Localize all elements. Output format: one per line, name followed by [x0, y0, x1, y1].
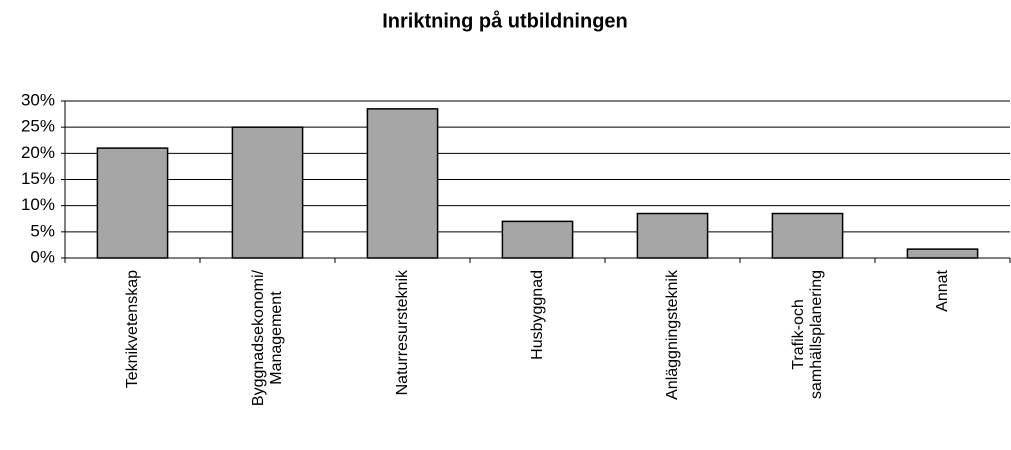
- x-tick-label: Trafik-och samhällsplanering: [789, 270, 825, 399]
- bar: [906, 248, 979, 259]
- bar: [771, 212, 844, 259]
- y-tick-label: 15%: [21, 169, 55, 188]
- y-tick-label: 0%: [30, 247, 55, 266]
- y-tick-label: 20%: [21, 143, 55, 162]
- y-tick-label: 25%: [21, 117, 55, 136]
- x-tick-label: Husbyggnad: [528, 270, 546, 360]
- y-tick-label: 30%: [21, 90, 55, 109]
- bar: [96, 147, 169, 259]
- x-tick-label: Anläggningsteknik: [663, 270, 681, 400]
- bar: [636, 212, 709, 259]
- x-tick-label: Annat: [933, 270, 951, 312]
- x-tick-label: Naturresursteknik: [393, 270, 411, 396]
- bar: [501, 220, 574, 259]
- y-tick-label: 10%: [21, 195, 55, 214]
- x-tick-label: Teknikvetenskap: [123, 270, 141, 389]
- x-tick-label: Byggnadsekonomi/ Management: [249, 270, 285, 407]
- y-tick-label: 5%: [30, 221, 55, 240]
- bar: [366, 108, 439, 259]
- chart-title: Inriktning på utbildningen: [382, 9, 628, 32]
- bar: [231, 126, 304, 259]
